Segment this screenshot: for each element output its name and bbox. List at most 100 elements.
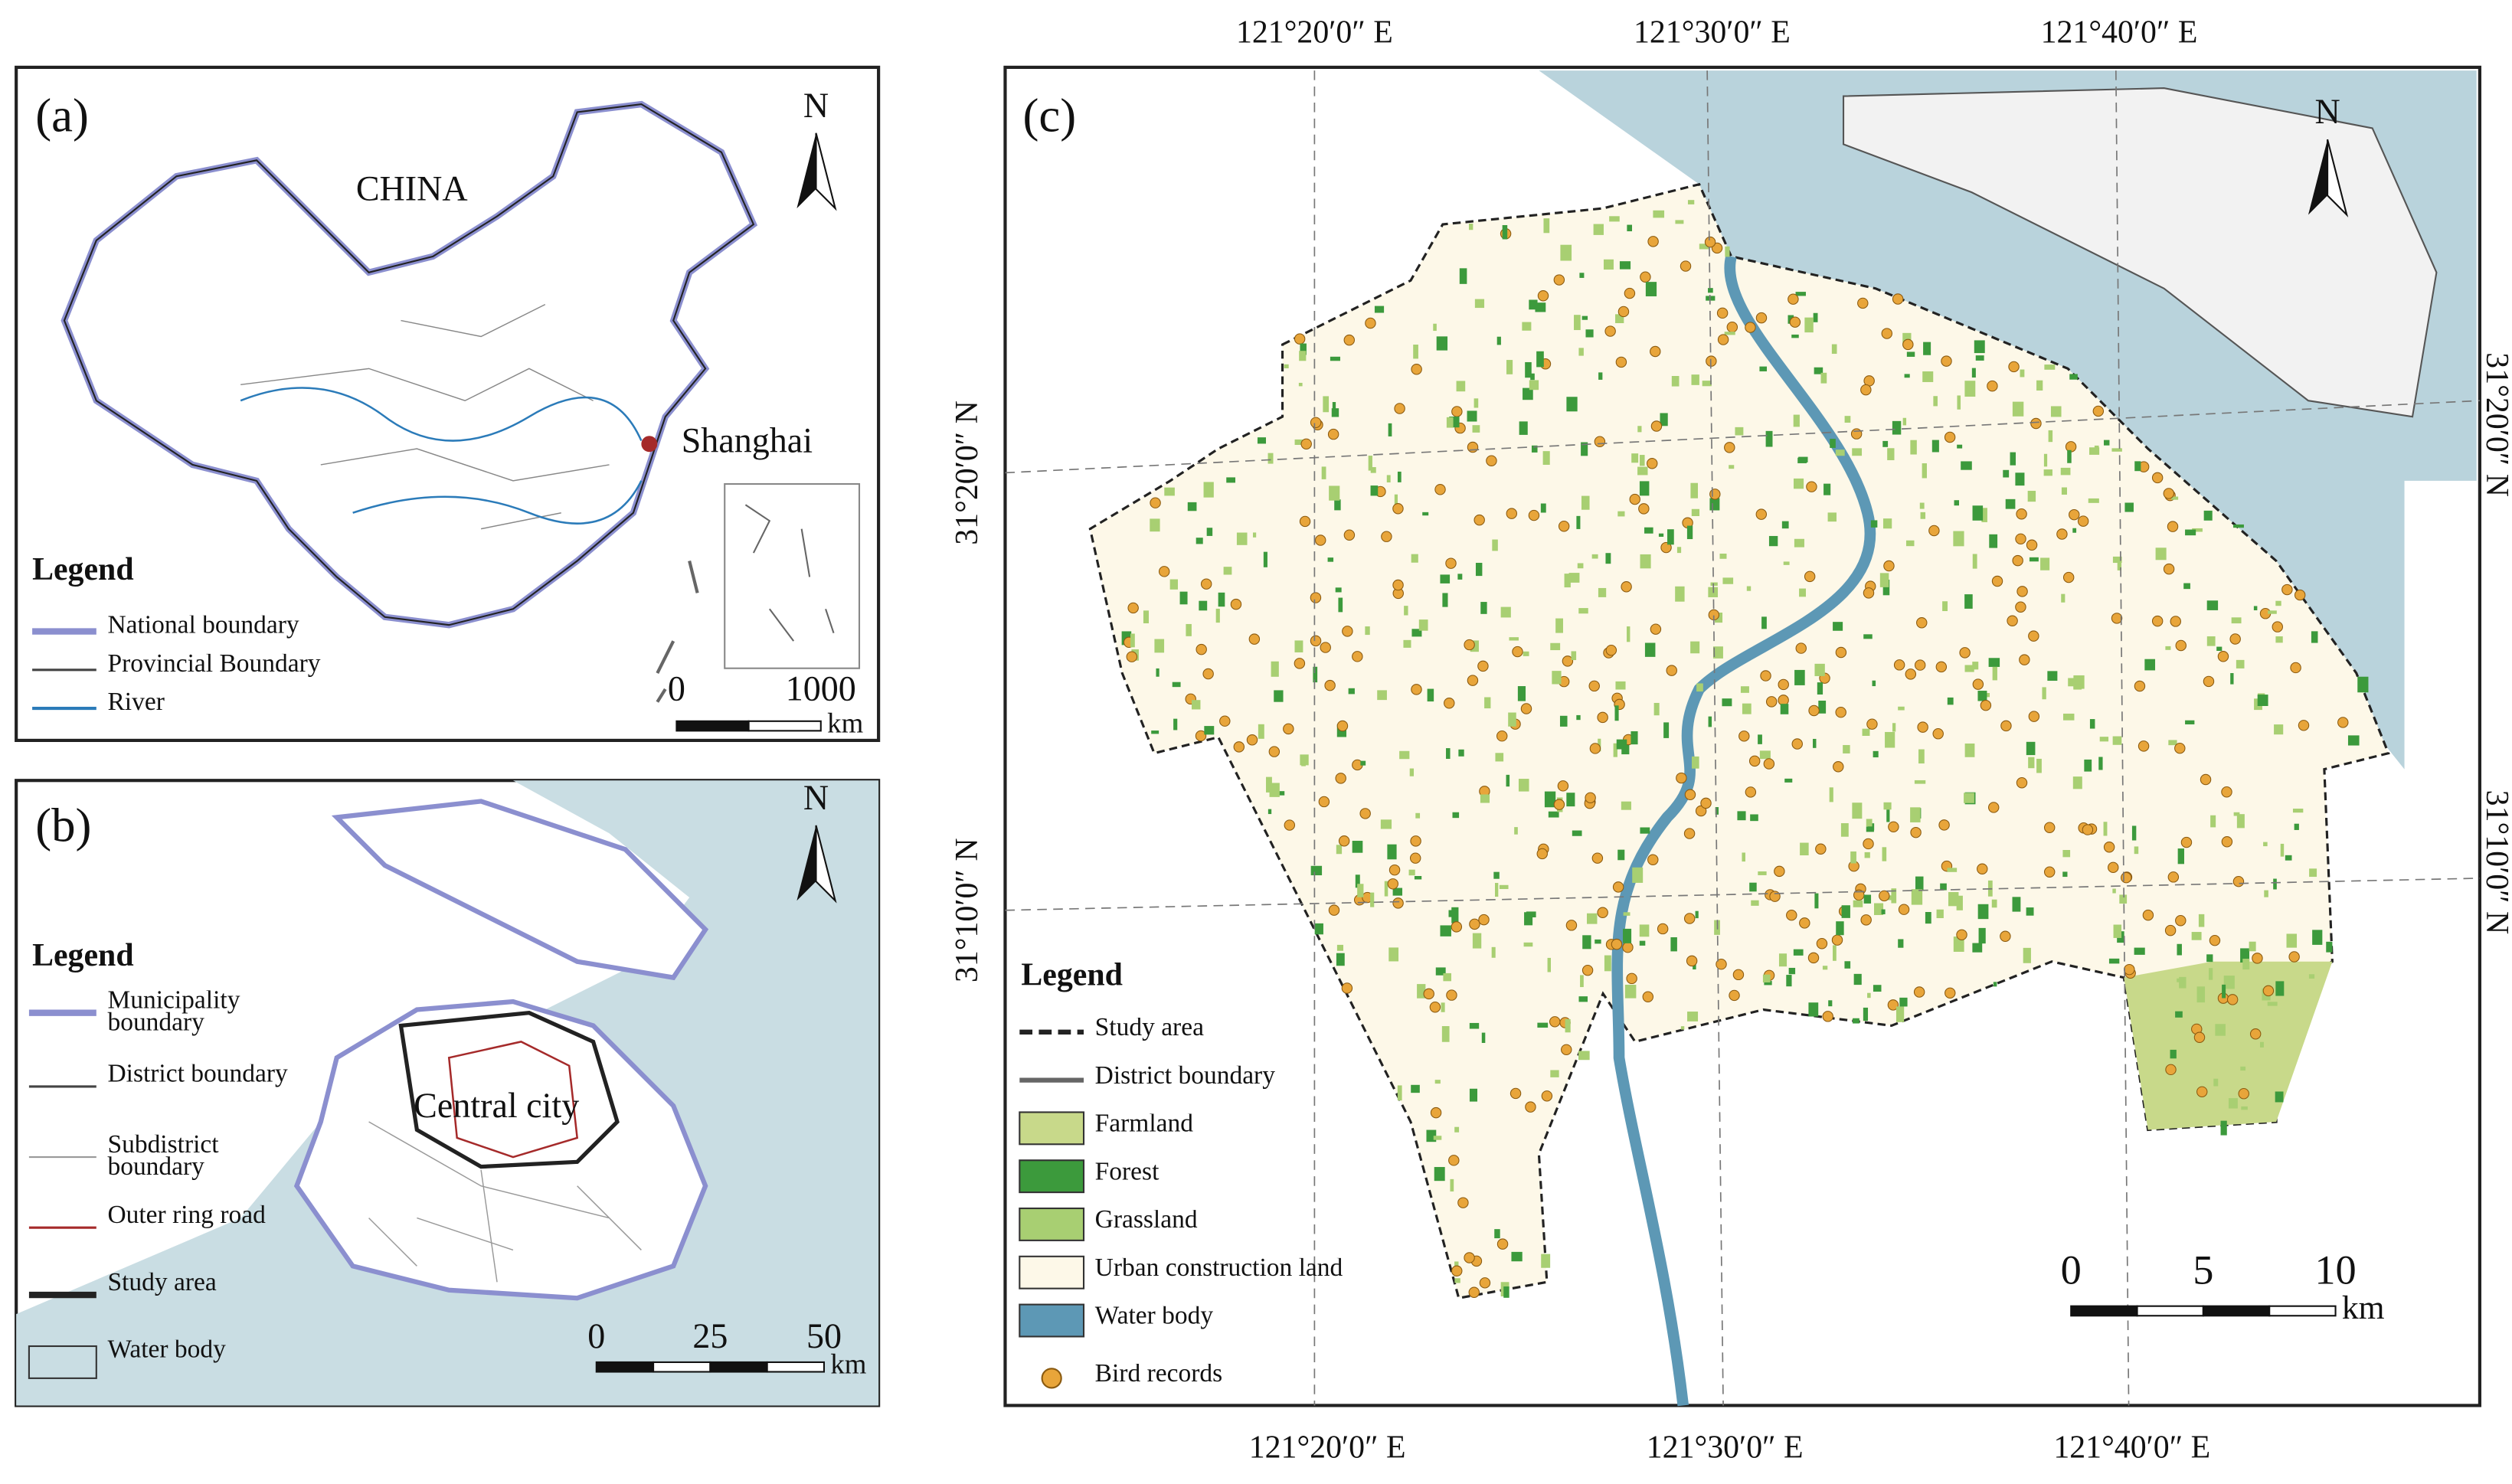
vegetation	[2098, 757, 2103, 770]
bird-record	[1732, 969, 1745, 981]
bird-record	[1343, 334, 1356, 346]
vegetation	[1446, 748, 1451, 760]
vegetation	[1257, 437, 1267, 444]
huangpu-river	[1611, 255, 1876, 1407]
bird-record	[1479, 1277, 1491, 1289]
vegetation	[1413, 345, 1418, 359]
vegetation	[2273, 878, 2277, 890]
vegetation	[1874, 903, 1884, 915]
bird-record	[1709, 489, 1721, 500]
vegetation	[1284, 364, 1289, 368]
bird-record	[1755, 508, 1768, 520]
vegetation	[2028, 757, 2035, 769]
bird-record	[1916, 617, 1928, 629]
bird-record	[2174, 742, 2186, 754]
vegetation	[1696, 683, 1703, 692]
vegetation	[2060, 467, 2071, 476]
bird-record	[1717, 334, 1729, 345]
bird-record	[1892, 293, 1904, 305]
legend-title: Legend	[1021, 957, 1123, 992]
vegetation	[1399, 750, 1410, 760]
vegetation	[1977, 691, 1987, 701]
vegetation	[1904, 374, 1910, 378]
vegetation	[2029, 557, 2039, 562]
bird-record	[2196, 1086, 2208, 1098]
vegetation	[1827, 512, 1837, 522]
vegetation	[1863, 894, 1872, 904]
vegetation	[1749, 882, 1757, 892]
bird-record	[2151, 472, 2164, 484]
vegetation	[2168, 740, 2177, 746]
bird-record	[1388, 864, 1401, 876]
bird-record	[1457, 1197, 1469, 1208]
bird-record	[1581, 964, 1594, 976]
legend-label: Forest	[1095, 1162, 1160, 1185]
bird-record	[1597, 907, 1608, 918]
vegetation	[1422, 512, 1429, 516]
vegetation	[1822, 966, 1828, 970]
vegetation	[1568, 573, 1580, 583]
vegetation	[1975, 355, 1984, 361]
bird-record	[1451, 406, 1463, 417]
vegetation	[2259, 1041, 2264, 1048]
vegetation	[1910, 807, 1921, 822]
vegetation	[1964, 381, 1976, 397]
vegetation	[2050, 406, 2062, 417]
vegetation	[1394, 494, 1398, 506]
vegetation	[1862, 728, 1870, 736]
bird-record	[1959, 647, 1971, 659]
bird-record	[1666, 665, 1677, 676]
vegetation	[1252, 532, 1257, 538]
vegetation	[1758, 734, 1762, 744]
vegetation	[1972, 943, 1983, 953]
bird-record	[1294, 333, 1306, 345]
vegetation	[1524, 912, 1533, 926]
vegetation	[1746, 586, 1752, 591]
vegetation	[1578, 996, 1588, 1002]
scale-bar	[2136, 1305, 2204, 1317]
bird-record	[1660, 541, 1672, 554]
vegetation	[1742, 852, 1745, 862]
bird-record	[1650, 345, 1661, 358]
bird-record	[1423, 988, 1434, 1000]
vegetation	[1434, 1080, 1441, 1084]
north-arrow	[815, 825, 837, 904]
bird-record	[1496, 1238, 1509, 1250]
bird-record	[1857, 297, 1869, 309]
inset-islands	[744, 504, 835, 642]
vegetation	[2309, 868, 2317, 878]
bird-record	[1724, 442, 1735, 453]
vegetation	[1258, 724, 1264, 739]
vegetation	[2222, 984, 2226, 999]
vegetation	[1631, 731, 1638, 745]
bird-record	[1342, 626, 1353, 637]
bird-record	[1716, 958, 1727, 970]
vegetation	[1384, 881, 1388, 897]
north-label: N	[2314, 92, 2340, 131]
bird-record	[1467, 441, 1479, 453]
vegetation	[1582, 935, 1591, 950]
bird-record	[2298, 720, 2310, 731]
bird-record	[2288, 951, 2300, 963]
bird-record	[1612, 881, 1624, 893]
bird-record	[1509, 1087, 1522, 1100]
vegetation	[1457, 574, 1463, 580]
vegetation	[1603, 259, 1614, 270]
vegetation	[2242, 959, 2250, 970]
bird-record	[2016, 586, 2028, 597]
vegetation	[1267, 809, 1272, 815]
vegetation	[1914, 780, 1926, 784]
vegetation	[1511, 1251, 1523, 1262]
vegetation	[2099, 737, 2109, 742]
lat-label: 31°20′0″ N	[2479, 352, 2512, 497]
vegetation	[1578, 608, 1588, 614]
vegetation	[1593, 224, 1604, 235]
scale-bar	[595, 1361, 655, 1373]
vegetation	[1814, 893, 1819, 909]
vegetation	[1598, 372, 1603, 380]
vegetation	[2285, 855, 2292, 861]
vegetation	[2196, 986, 2206, 1003]
legend-text: National boundary	[107, 615, 299, 640]
vegetation	[1313, 666, 1318, 683]
bird-record	[1642, 991, 1654, 1002]
